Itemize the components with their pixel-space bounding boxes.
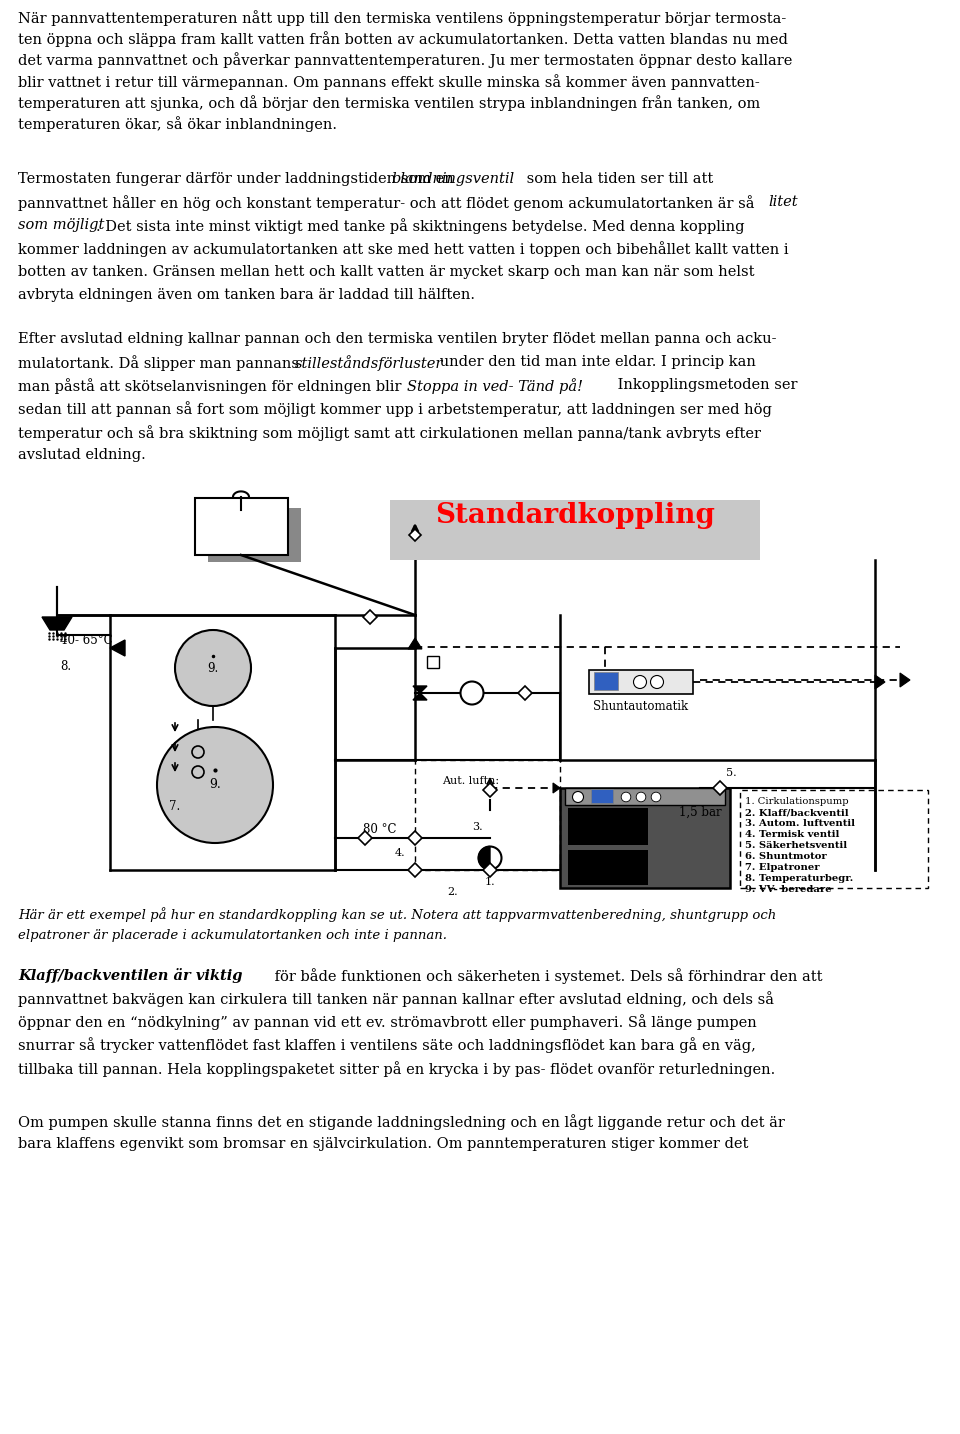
Text: mulatortank. Då slipper man pannans: mulatortank. Då slipper man pannans xyxy=(18,356,303,371)
Text: öppnar den en “nödkylning” av pannan vid ett ev. strömavbrott eller pumphaveri. : öppnar den en “nödkylning” av pannan vid… xyxy=(18,1014,756,1030)
Text: man påstå att skötselanvisningen för eldningen blir: man påstå att skötselanvisningen för eld… xyxy=(18,379,406,394)
Text: för både funktionen och säkerheten i systemet. Dels så förhindrar den att: för både funktionen och säkerheten i sys… xyxy=(270,968,823,984)
Text: pannvattnet bakvägen kan cirkulera till tanken när pannan kallnar efter avslutad: pannvattnet bakvägen kan cirkulera till … xyxy=(18,991,774,1007)
Text: Standardkoppling: Standardkoppling xyxy=(435,502,715,529)
Text: 7.: 7. xyxy=(169,800,180,813)
Text: 40- 65°C: 40- 65°C xyxy=(60,634,112,647)
Bar xyxy=(560,789,730,888)
Circle shape xyxy=(157,727,273,843)
Text: 8. Temperaturbegr.: 8. Temperaturbegr. xyxy=(745,873,853,883)
Text: 3. Autom. luftventil: 3. Autom. luftventil xyxy=(745,819,855,827)
Text: 1,5 bar: 1,5 bar xyxy=(679,806,721,819)
Text: Shuntautomatik: Shuntautomatik xyxy=(593,700,688,713)
Bar xyxy=(208,508,301,562)
Text: 80 °C: 80 °C xyxy=(363,823,396,836)
Text: avbryta eldningen även om tanken bara är laddad till hälften.: avbryta eldningen även om tanken bara är… xyxy=(18,288,475,303)
Text: tillbaka till pannan. Hela kopplingspaketet sitter på en krycka i by pas- flödet: tillbaka till pannan. Hela kopplingspake… xyxy=(18,1061,776,1077)
Text: Här är ett exempel på hur en standardkoppling kan se ut. Notera att tappvarmvatt: Här är ett exempel på hur en standardkop… xyxy=(18,906,777,922)
Text: under den tid man inte eldar. I princip kan: under den tid man inte eldar. I princip … xyxy=(435,356,756,369)
Bar xyxy=(594,673,618,690)
Text: 9.: 9. xyxy=(207,661,219,674)
Bar xyxy=(427,655,439,668)
Text: litet: litet xyxy=(769,195,798,209)
Polygon shape xyxy=(42,617,72,630)
Text: stilleståndsförluster: stilleståndsförluster xyxy=(295,356,443,371)
Text: 3.: 3. xyxy=(472,822,483,832)
Text: När pannvattentemperaturen nått upp till den termiska ventilens öppningstemperat: När pannvattentemperaturen nått upp till… xyxy=(18,10,792,132)
Circle shape xyxy=(461,681,484,704)
Text: 7. Elpatroner: 7. Elpatroner xyxy=(745,863,820,872)
Bar xyxy=(195,498,288,555)
Text: temperatur och så bra skiktning som möjligt samt att cirkulationen mellan panna/: temperatur och så bra skiktning som möjl… xyxy=(18,424,761,440)
Text: 9. VV- beredare: 9. VV- beredare xyxy=(745,885,831,893)
Text: 5.: 5. xyxy=(726,769,736,779)
Bar xyxy=(568,807,648,845)
Polygon shape xyxy=(110,640,125,655)
Circle shape xyxy=(175,630,251,706)
Polygon shape xyxy=(413,693,427,700)
Text: Aut. luftn:: Aut. luftn: xyxy=(442,776,499,786)
Text: som möjligt: som möjligt xyxy=(18,218,105,232)
Text: pannvattnet håller en hög och konstant temperatur- och att flödet genom ackumula: pannvattnet håller en hög och konstant t… xyxy=(18,195,759,211)
Polygon shape xyxy=(408,863,422,878)
Text: 8.: 8. xyxy=(60,660,71,673)
Circle shape xyxy=(651,675,663,688)
Text: 4.: 4. xyxy=(395,847,406,858)
Polygon shape xyxy=(408,830,422,845)
Text: Termostaten fungerar därför under laddningstiden som en: Termostaten fungerar därför under laddni… xyxy=(18,172,458,186)
Polygon shape xyxy=(483,783,497,797)
Text: 1.: 1. xyxy=(485,878,495,888)
Circle shape xyxy=(636,792,646,802)
Text: 2. Klaff/backventil: 2. Klaff/backventil xyxy=(745,807,849,817)
Text: elpatroner är placerade i ackumulatortanken och inte i pannan.: elpatroner är placerade i ackumulatortan… xyxy=(18,929,447,942)
Text: 2.: 2. xyxy=(447,888,458,898)
Text: Om pumpen skulle stanna finns det en stigande laddningsledning och en lågt ligga: Om pumpen skulle stanna finns det en sti… xyxy=(18,1114,785,1130)
Bar xyxy=(415,760,560,870)
Text: 6. Shuntmotor: 6. Shuntmotor xyxy=(745,852,827,860)
Polygon shape xyxy=(478,846,490,869)
Circle shape xyxy=(572,792,584,803)
Circle shape xyxy=(651,792,660,802)
Text: Stoppa in ved- Tänd på!: Stoppa in ved- Tänd på! xyxy=(407,379,583,394)
Text: avslutad eldning.: avslutad eldning. xyxy=(18,447,146,462)
Text: botten av tanken. Gränsen mellan hett och kallt vatten är mycket skarp och man k: botten av tanken. Gränsen mellan hett oc… xyxy=(18,265,755,278)
Text: bara klaffens egenvikt som bromsar en självcirkulation. Om panntemperaturen stig: bara klaffens egenvikt som bromsar en sj… xyxy=(18,1137,749,1152)
Bar xyxy=(390,500,760,561)
Text: 5. Säkerhetsventil: 5. Säkerhetsventil xyxy=(745,840,847,850)
Text: 6.: 6. xyxy=(426,655,438,665)
Text: kommer laddningen av ackumulatortanken att ske med hett vatten i toppen och bibe: kommer laddningen av ackumulatortanken a… xyxy=(18,241,788,258)
Text: blandningsventil: blandningsventil xyxy=(392,172,515,186)
Text: 9.: 9. xyxy=(209,779,221,792)
Polygon shape xyxy=(413,685,427,693)
Bar xyxy=(589,670,693,694)
Circle shape xyxy=(478,846,501,869)
Polygon shape xyxy=(875,675,885,688)
Circle shape xyxy=(634,675,646,688)
Bar xyxy=(740,790,928,888)
Text: . Det sista inte minst viktigt med tanke på skiktningens betydelse. Med denna ko: . Det sista inte minst viktigt med tanke… xyxy=(96,218,745,234)
Text: 4. Termisk ventil: 4. Termisk ventil xyxy=(745,830,839,839)
Text: snurrar så trycker vattenflödet fast klaffen i ventilens säte och laddningsflöde: snurrar så trycker vattenflödet fast kla… xyxy=(18,1038,756,1054)
Polygon shape xyxy=(713,782,727,794)
Bar xyxy=(591,789,613,803)
Polygon shape xyxy=(483,863,497,878)
Text: Klaff/backventilen är viktig: Klaff/backventilen är viktig xyxy=(18,968,243,982)
Polygon shape xyxy=(363,609,377,624)
Polygon shape xyxy=(358,830,372,845)
Text: sedan till att pannan så fort som möjligt kommer upp i arbetstemperatur, att lad: sedan till att pannan så fort som möjlig… xyxy=(18,402,772,417)
Polygon shape xyxy=(553,783,560,793)
Bar xyxy=(568,850,648,885)
Polygon shape xyxy=(900,673,910,687)
Polygon shape xyxy=(409,529,421,541)
Bar xyxy=(565,789,725,804)
Text: som hela tiden ser till att: som hela tiden ser till att xyxy=(522,172,713,186)
Polygon shape xyxy=(408,638,422,650)
Text: Efter avslutad eldning kallnar pannan och den termiska ventilen bryter flödet me: Efter avslutad eldning kallnar pannan oc… xyxy=(18,333,777,346)
Polygon shape xyxy=(518,685,532,700)
Text: Inkopplingsmetoden ser: Inkopplingsmetoden ser xyxy=(613,379,798,393)
Text: 1. Cirkulationspump: 1. Cirkulationspump xyxy=(745,797,849,806)
Circle shape xyxy=(621,792,631,802)
